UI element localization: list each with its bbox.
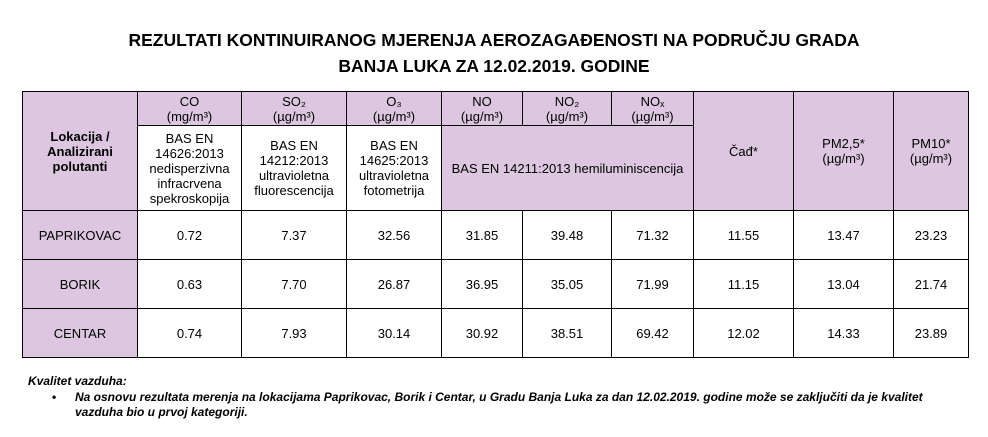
column-name: CO [179, 93, 200, 109]
header-cell: NOₓ (µg/m³) [611, 91, 694, 126]
value-cell: 7.37 [241, 210, 347, 260]
header-cell: SO₂ (µg/m³) [241, 91, 347, 126]
header-cell: Čađ* [693, 91, 794, 211]
header-cell: PM10* (µg/m³) [893, 91, 969, 211]
method-cell: BAS EN 14626:2013 nedisperzivna infracrv… [137, 125, 242, 211]
column-name: NO₂ [554, 93, 580, 109]
value-cell: 30.92 [441, 308, 523, 358]
value-cell: 12.02 [693, 308, 794, 358]
column-unit: (µg/m³) [272, 108, 316, 124]
column-unit: (µg/m³) [631, 108, 674, 124]
value-cell: 38.51 [522, 308, 612, 358]
column-unit: (µg/m³) [909, 151, 953, 166]
method-cell: BAS EN 14211:2013 hemiluminiscencija [441, 125, 694, 211]
value-cell: 71.99 [611, 259, 694, 309]
header-cell: O₃ (µg/m³) [346, 91, 442, 126]
value-cell: 71.32 [611, 210, 694, 260]
value-cell: 11.55 [693, 210, 794, 260]
data-row: PAPRIKOVAC 0.72 7.37 32.56 31.85 39.48 71.32 11… [22, 210, 969, 260]
column-unit: (mg/m³) [166, 108, 213, 124]
value-cell: 39.48 [522, 210, 612, 260]
title: REZULTATI KONTINUIRANOG MJERENJA AEROZAG… [128, 30, 860, 50]
column-name: SO₂ [282, 93, 306, 109]
value-cell: 7.93 [241, 308, 347, 358]
location-cell: BORIK [22, 259, 138, 309]
column-unit: (µg/m³) [545, 108, 589, 124]
column-name: NOₓ [640, 93, 665, 109]
value-cell: 21.74 [893, 259, 969, 309]
value-cell: 13.47 [793, 210, 894, 260]
title: BANJA LUKA ZA 12.02.2019. GODINE [338, 56, 650, 76]
footer-heading: Kvalitet vazduha: [28, 374, 127, 388]
column-unit: (µg/m³) [372, 108, 416, 124]
value-cell: 30.14 [346, 308, 442, 358]
footer-bullet: Na osnovu rezultata merenja na lokacijam… [75, 390, 923, 419]
value-cell: 0.72 [137, 210, 242, 260]
results-table: Lokacija / Analizirani polutanti CO (mg/m… [22, 91, 969, 358]
value-cell: 13.04 [793, 259, 894, 309]
value-cell: 0.63 [137, 259, 242, 309]
column-name: PM10* [911, 136, 951, 151]
data-row: BORIK 0.63 7.70 26.87 36.95 35.05 71.99 11.15 13… [22, 259, 969, 309]
value-cell: 26.87 [346, 259, 442, 309]
value-cell: 35.05 [522, 259, 612, 309]
method-cell: BAS EN 14625:2013 ultravioletna fotometr… [346, 125, 442, 211]
value-cell: 36.95 [441, 259, 523, 309]
header-cell: PM2,5* (µg/m³) [793, 91, 894, 211]
header-cell: NO₂ (µg/m³) [522, 91, 612, 126]
value-cell: 0.74 [137, 308, 242, 358]
value-cell: 11.15 [693, 259, 794, 309]
column-unit: (µg/m³) [460, 108, 504, 124]
value-cell: 23.23 [893, 210, 969, 260]
column-name: O₃ [386, 93, 402, 109]
data-row: CENTAR 0.74 7.93 30.14 30.92 38.51 69.42 12.02 1… [22, 308, 969, 358]
value-cell: 32.56 [346, 210, 442, 260]
corner-cell: Lokacija / Analizirani polutanti [22, 91, 138, 211]
method-cell: BAS EN 14212:2013 ultravioletna fluoresc… [241, 125, 347, 211]
value-cell: 31.85 [441, 210, 523, 260]
value-cell: 23.89 [893, 308, 969, 358]
column-name: PM2,5* [822, 136, 865, 151]
header-cell: CO (mg/m³) [137, 91, 242, 126]
column-name: NO [472, 93, 492, 109]
location-cell: PAPRIKOVAC [22, 210, 138, 260]
value-cell: 69.42 [611, 308, 694, 358]
column-unit: (µg/m³) [822, 151, 865, 166]
header-cell: NO (µg/m³) [441, 91, 523, 126]
value-cell: 7.70 [241, 259, 347, 309]
bullet-mark: • [52, 390, 57, 404]
value-cell: 14.33 [793, 308, 894, 358]
column-name: Čađ* [729, 143, 758, 159]
location-cell: CENTAR [22, 308, 138, 358]
